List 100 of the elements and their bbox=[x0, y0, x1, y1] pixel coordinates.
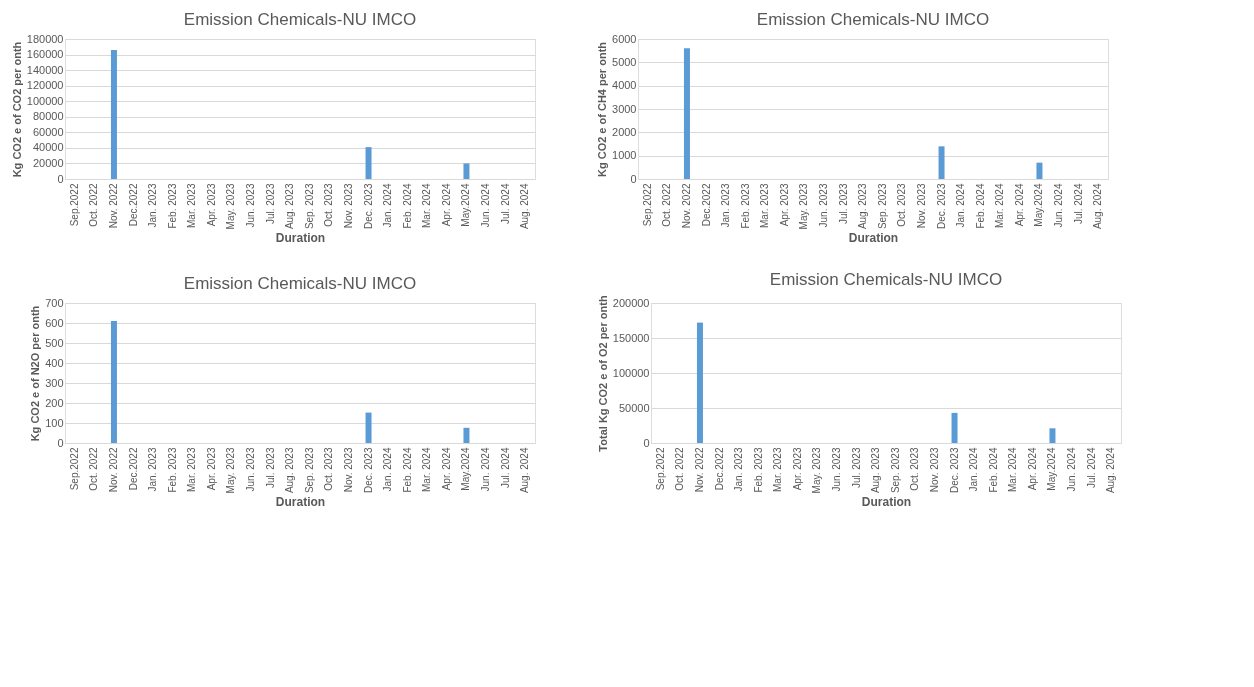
y-tick-label: 700 bbox=[45, 296, 64, 309]
x-tick-label: Feb. 2023 bbox=[739, 183, 751, 229]
y-tick-label: 100000 bbox=[26, 94, 64, 107]
x-tick-label: Apr. 2023 bbox=[205, 183, 217, 227]
y-tick-label: 0 bbox=[57, 436, 64, 449]
y-tick-label: 300 bbox=[45, 376, 64, 389]
x-tick-label: Aug. 2023 bbox=[857, 183, 869, 230]
bar bbox=[1036, 162, 1043, 179]
x-tick-label: Mar. 2023 bbox=[772, 447, 784, 492]
y-tick-label: 5000 bbox=[612, 55, 637, 68]
x-axis-title: Duration bbox=[275, 231, 326, 246]
chart-title: Emission Chemicals-NU IMCO bbox=[183, 274, 417, 293]
x-tick-label: Apr. 2024 bbox=[440, 183, 452, 227]
x-tick-label: Feb. 2024 bbox=[401, 183, 413, 229]
bar bbox=[110, 321, 117, 443]
x-tick-label: Mar. 2024 bbox=[421, 183, 433, 228]
x-tick-label: Sep. 2023 bbox=[889, 447, 901, 494]
y-tick-label: 80000 bbox=[32, 110, 64, 123]
x-tick-label: Aug. 2024 bbox=[1092, 183, 1104, 230]
x-tick-label: Oct. 2023 bbox=[323, 183, 335, 227]
x-tick-label: May. 2023 bbox=[225, 447, 237, 494]
y-tick-label: 120000 bbox=[26, 79, 64, 92]
x-tick-label: Jul. 2024 bbox=[1085, 447, 1097, 489]
x-tick-label: Apr. 2023 bbox=[791, 447, 803, 491]
x-tick-label: May. 2023 bbox=[798, 183, 810, 230]
bar bbox=[683, 48, 690, 179]
x-tick-label: Apr. 2024 bbox=[440, 447, 452, 491]
x-tick-label: Apr. 2024 bbox=[1013, 183, 1025, 227]
x-tick-label: Jan. 2024 bbox=[968, 447, 980, 492]
x-tick-label: Nov. 2023 bbox=[915, 183, 927, 229]
y-tick-label: 0 bbox=[630, 172, 637, 185]
x-axis-title: Duration bbox=[861, 495, 912, 510]
x-tick-label: Sep.2022 bbox=[641, 183, 653, 227]
bar bbox=[365, 412, 372, 443]
y-tick-label: 3000 bbox=[612, 102, 637, 115]
x-tick-label: Sep.2022 bbox=[68, 183, 80, 227]
y-tick-label: 600 bbox=[45, 316, 64, 329]
chart-title: Emission Chemicals-NU IMCO bbox=[769, 270, 1003, 290]
y-tick-label: 500 bbox=[45, 336, 64, 349]
x-tick-label: Nov. 2022 bbox=[107, 447, 119, 493]
chart-title: Emission Chemicals-NU IMCO bbox=[756, 10, 990, 29]
x-tick-label: Dec. 2023 bbox=[948, 447, 960, 494]
x-tick-label: Dec.2022 bbox=[127, 183, 139, 227]
x-tick-label: Dec. 2023 bbox=[362, 183, 374, 230]
x-tick-label: Jun. 2023 bbox=[245, 447, 257, 492]
x-tick-label: Mar. 2024 bbox=[994, 183, 1006, 228]
y-tick-label: 160000 bbox=[26, 48, 64, 61]
x-tick-label: May.2024 bbox=[460, 183, 472, 227]
y-tick-label: 140000 bbox=[26, 63, 64, 76]
x-tick-label: Aug. 2024 bbox=[519, 183, 531, 230]
y-tick-label: 100000 bbox=[612, 366, 650, 379]
x-tick-label: Feb. 2024 bbox=[987, 447, 999, 493]
x-axis-title: Duration bbox=[848, 231, 899, 246]
x-tick-label: Jan. 2023 bbox=[147, 447, 159, 492]
x-axis-title: Duration bbox=[275, 495, 326, 510]
x-tick-label: Jul. 2023 bbox=[837, 183, 849, 225]
x-tick-label: Aug. 2023 bbox=[870, 447, 882, 494]
y-axis-title: Kg CO2 e of CO2 per onth bbox=[10, 41, 23, 178]
y-tick-label: 100 bbox=[45, 416, 64, 429]
x-tick-label: Jul. 2024 bbox=[499, 183, 511, 225]
y-tick-label: 200000 bbox=[612, 296, 650, 309]
x-tick-label: May. 2023 bbox=[811, 447, 823, 494]
x-tick-label: Mar. 2024 bbox=[1007, 447, 1019, 492]
x-tick-label: Nov. 2023 bbox=[342, 447, 354, 493]
x-tick-label: Oct. 2022 bbox=[674, 447, 686, 491]
x-tick-label: Dec.2022 bbox=[713, 447, 725, 491]
x-tick-label: Dec.2022 bbox=[700, 183, 712, 227]
x-tick-label: Aug. 2023 bbox=[284, 447, 296, 494]
x-tick-label: Jan. 2023 bbox=[733, 447, 745, 492]
x-tick-label: Oct. 2022 bbox=[661, 183, 673, 227]
x-tick-label: Mar. 2023 bbox=[186, 183, 198, 228]
x-tick-label: Jan. 2023 bbox=[147, 183, 159, 228]
x-tick-label: May.2024 bbox=[1046, 447, 1058, 491]
bar bbox=[1049, 428, 1056, 443]
x-tick-label: Nov. 2023 bbox=[928, 447, 940, 493]
x-tick-label: Jun. 2024 bbox=[1066, 447, 1078, 492]
x-tick-label: Sep.2022 bbox=[68, 447, 80, 491]
y-axis-title: Total Kg CO2 e of O2 per onth bbox=[596, 295, 609, 452]
bar bbox=[110, 49, 117, 179]
y-tick-label: 150000 bbox=[612, 331, 650, 344]
bar bbox=[951, 412, 958, 443]
y-tick-label: 2000 bbox=[612, 125, 637, 138]
x-tick-label: Sep. 2023 bbox=[303, 183, 315, 230]
x-tick-label: Feb. 2024 bbox=[401, 447, 413, 493]
x-tick-label: Sep. 2023 bbox=[876, 183, 888, 230]
y-axis-title: Kg CO2 e of N2O per onth bbox=[29, 305, 42, 442]
x-tick-label: Dec. 2023 bbox=[935, 183, 947, 230]
y-tick-label: 0 bbox=[57, 172, 64, 185]
x-tick-label: Mar. 2023 bbox=[759, 183, 771, 228]
x-tick-label: Apr. 2024 bbox=[1026, 447, 1038, 491]
bar bbox=[463, 163, 470, 179]
x-tick-label: Nov. 2022 bbox=[693, 447, 705, 493]
x-tick-label: Sep.2022 bbox=[654, 447, 666, 491]
y-tick-label: 50000 bbox=[618, 401, 650, 414]
x-tick-label: Nov. 2022 bbox=[680, 183, 692, 229]
x-tick-label: Aug. 2024 bbox=[519, 447, 531, 494]
x-tick-label: Jan. 2024 bbox=[955, 183, 967, 228]
x-tick-label: May.2024 bbox=[1033, 183, 1045, 227]
x-tick-label: Jun. 2024 bbox=[480, 447, 492, 492]
y-tick-label: 0 bbox=[643, 436, 650, 449]
